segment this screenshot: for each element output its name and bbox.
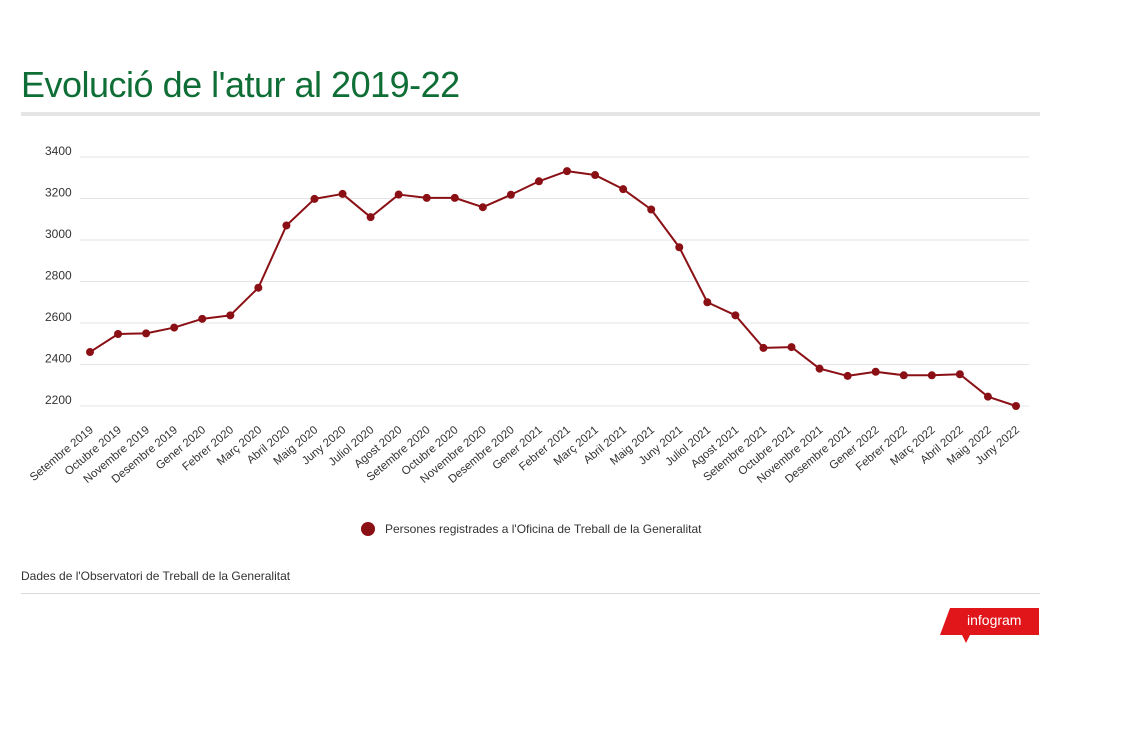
data-point[interactable] xyxy=(226,311,235,320)
data-point[interactable] xyxy=(647,205,656,214)
y-tick-label: 3400 xyxy=(45,144,72,158)
data-point[interactable] xyxy=(703,298,712,307)
data-point[interactable] xyxy=(198,314,207,323)
infogram-logo[interactable] xyxy=(940,608,1039,643)
data-point[interactable] xyxy=(927,371,936,380)
data-point[interactable] xyxy=(563,167,572,176)
y-tick-label: 3200 xyxy=(45,186,72,200)
y-tick-label: 3000 xyxy=(45,227,72,241)
data-point[interactable] xyxy=(366,213,375,222)
data-point[interactable] xyxy=(815,364,824,373)
data-point[interactable] xyxy=(1012,402,1020,410)
data-point[interactable] xyxy=(478,203,487,212)
data-point[interactable] xyxy=(899,371,908,380)
series-line xyxy=(89,170,1017,407)
data-point[interactable] xyxy=(86,348,94,357)
data-point[interactable] xyxy=(142,329,151,338)
data-point[interactable] xyxy=(759,343,768,352)
data-point[interactable] xyxy=(282,221,291,230)
data-point[interactable] xyxy=(254,283,263,292)
y-tick-label: 2200 xyxy=(45,393,72,407)
data-point[interactable] xyxy=(114,329,123,338)
data-point[interactable] xyxy=(955,370,964,379)
legend-label: Persones registrades a l'Oficina de Treb… xyxy=(385,522,702,536)
y-tick-label: 2600 xyxy=(45,310,72,324)
data-point[interactable] xyxy=(450,193,459,202)
data-point[interactable] xyxy=(394,190,403,199)
legend[interactable]: Persones registrades a l'Oficina de Treb… xyxy=(361,522,701,536)
data-point[interactable] xyxy=(871,367,880,376)
y-tick-label: 2400 xyxy=(45,352,72,366)
title-divider xyxy=(21,112,1040,116)
data-point[interactable] xyxy=(338,189,347,198)
data-point[interactable] xyxy=(170,323,179,332)
data-point[interactable] xyxy=(983,392,992,401)
data-point[interactable] xyxy=(591,171,600,180)
data-point[interactable] xyxy=(422,193,431,202)
data-point[interactable] xyxy=(843,371,852,380)
legend-marker xyxy=(361,522,375,536)
data-point[interactable] xyxy=(310,194,319,203)
infogram-label[interactable]: infogram xyxy=(967,612,1022,628)
data-point[interactable] xyxy=(534,177,543,186)
data-point[interactable] xyxy=(506,190,515,199)
data-point[interactable] xyxy=(787,343,796,352)
chart-title: Evolució de l'atur al 2019-22 xyxy=(21,64,460,105)
source-note: Dades de l'Observatori de Treball de la … xyxy=(21,569,291,583)
source-divider xyxy=(21,593,1040,594)
data-point[interactable] xyxy=(731,311,740,320)
y-tick-label: 2800 xyxy=(45,269,72,283)
data-point[interactable] xyxy=(675,243,684,252)
data-point[interactable] xyxy=(619,185,628,194)
